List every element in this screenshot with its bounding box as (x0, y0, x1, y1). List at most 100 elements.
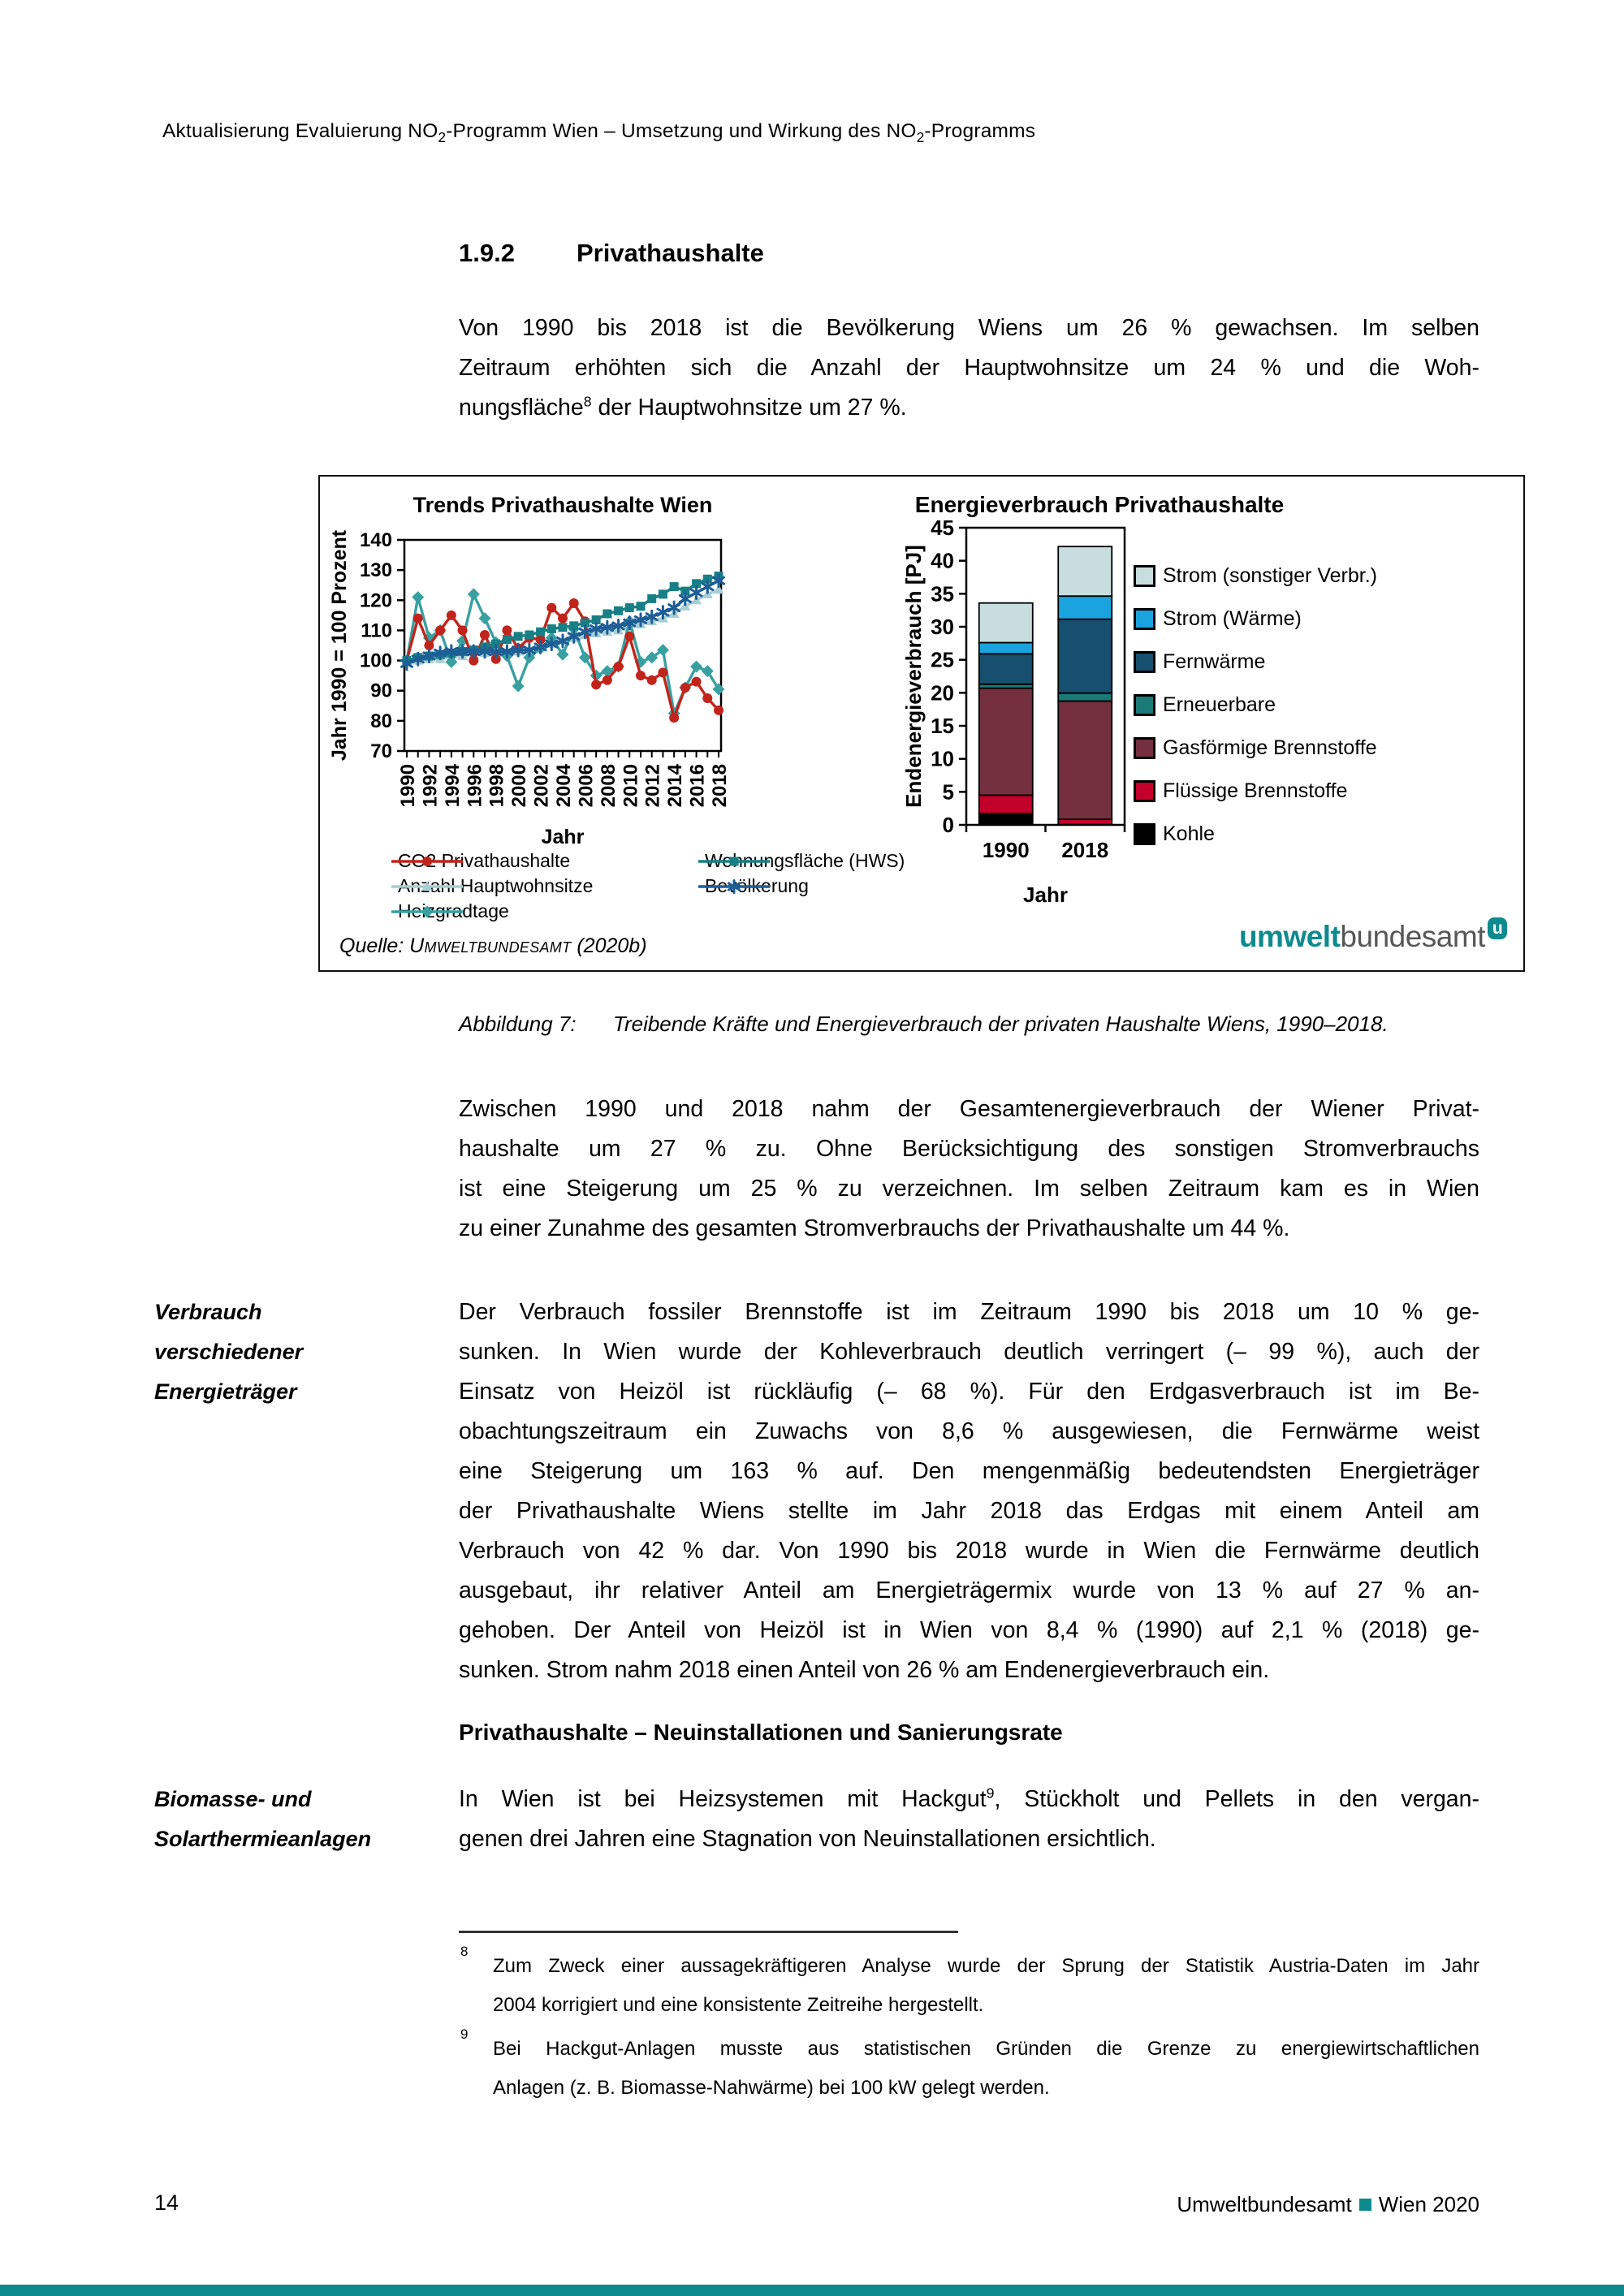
source-prefix: Quelle: (339, 934, 410, 957)
svg-text:Endenergieverbrauch [PJ]: Endenergieverbrauch [PJ] (901, 545, 926, 808)
text-line: Biomasse- und (154, 1787, 312, 1811)
line-chart-legend: CO2 Privathaushalte Anzahl Hauptwohnsitze… (390, 848, 965, 924)
figure-caption: Abbildung 7: Treibende Kräfte und Energie… (459, 1012, 1514, 1037)
svg-text:2018: 2018 (1061, 838, 1108, 862)
svg-text:2018: 2018 (709, 764, 731, 807)
svg-text:Jahr: Jahr (542, 826, 585, 848)
svg-text:100: 100 (360, 650, 392, 672)
text-line: Zum Zweck einer aussagekräftigeren Analy… (493, 1955, 1479, 1977)
umweltbundesamt-logo: umweltbundesamt u (1239, 917, 1507, 954)
line-legend-item: Wohnungsfläche (HWS) (697, 848, 965, 874)
svg-text:2012: 2012 (642, 764, 664, 807)
svg-text:2008: 2008 (598, 764, 620, 807)
text-line: genen drei Jahren eine Stagnation von Ne… (459, 1826, 1156, 1852)
margin-note-energietraeger: Verbrauch verschiedener Energieträger (154, 1293, 447, 1412)
svg-text:140: 140 (360, 529, 392, 551)
svg-text:10: 10 (931, 747, 954, 771)
svg-text:Jahr: Jahr (1023, 883, 1068, 907)
section-number: 1.9.2 (459, 239, 515, 267)
paragraph-biomasse: In Wien ist bei Heizsystemen mit Hackgut… (459, 1780, 1479, 1859)
margin-note-biomasse: Biomasse- und Solarthermieanlagen (154, 1780, 447, 1859)
line-legend-sample-icon (698, 857, 770, 865)
bar-legend-label: Strom (sonstiger Verbr.) (1163, 564, 1377, 587)
bar-legend-label: Gasförmige Brennstoffe (1163, 736, 1377, 759)
svg-text:2002: 2002 (531, 764, 553, 807)
text-line: obachtungszeitraum ein Zuwachs von 8,6 %… (459, 1418, 1479, 1444)
bar-legend-swatch-icon (1134, 694, 1155, 716)
text-line: verschiedener (154, 1340, 304, 1364)
svg-text:2004: 2004 (553, 763, 575, 807)
bar-legend-item: Fernwärme (1134, 641, 1377, 684)
footer-square-icon (1358, 2199, 1371, 2211)
bar-legend-item: Kohle (1134, 813, 1377, 856)
text-line: zu einer Zunahme des gesamten Stromverbr… (459, 1215, 1290, 1241)
svg-text:1996: 1996 (464, 764, 486, 807)
bar-legend-label: Erneuerbare (1163, 693, 1276, 716)
bar-legend-swatch-icon (1134, 823, 1155, 845)
text-line: sunken. Strom nahm 2018 einen Anteil von… (459, 1657, 1270, 1683)
text-line: Verbrauch (154, 1300, 262, 1324)
svg-text:0: 0 (943, 813, 954, 837)
page-number: 14 (154, 2190, 179, 2215)
page-bottom-accent-bar (0, 2285, 1624, 2296)
footer-publisher: Umweltbundesamt Wien 2020 (1177, 2192, 1479, 2217)
svg-text:40: 40 (931, 549, 954, 573)
footnote-8-number: 8 (460, 1944, 469, 1959)
bar-legend-swatch-icon (1134, 737, 1155, 759)
svg-text:1990: 1990 (983, 838, 1030, 862)
footnote-divider (459, 1931, 958, 1933)
energy-bar-chart: Energieverbrauch Privathaushalte Endenerg… (901, 492, 1284, 907)
svg-text:Jahr 1990 = 100 Prozent: Jahr 1990 = 100 Prozent (328, 529, 351, 761)
text-line: ist eine Steigerung um 25 % zu verzeichn… (459, 1176, 1479, 1202)
text-line: 2004 korrigiert und eine konsistente Zei… (493, 1994, 984, 2016)
text-line: sunken. In Wien wurde der Kohleverbrauch… (459, 1339, 1479, 1365)
paragraph-intro: Von 1990 bis 2018 ist die Bevölkerung Wi… (459, 309, 1479, 428)
text-line: ausgebaut, ihr relativer Anteil am Energ… (459, 1577, 1479, 1603)
svg-text:2010: 2010 (620, 764, 641, 807)
footer-year: Wien 2020 (1378, 2192, 1479, 2216)
bar-legend-label: Kohle (1163, 822, 1215, 845)
footnote-8: 8 Zum Zweck einer aussagekräftigeren Ana… (460, 1944, 1482, 2025)
bar-legend-swatch-icon (1134, 651, 1155, 673)
svg-text:1998: 1998 (486, 764, 508, 807)
source-organisation: Umweltbundesamt (409, 934, 572, 957)
svg-text:90: 90 (370, 680, 392, 702)
text-line: Solarthermieanlagen (154, 1827, 372, 1851)
footnote-9-text: Bei Hackgut-Anlagen musste aus statistis… (493, 2030, 1479, 2108)
svg-text:5: 5 (943, 779, 954, 804)
line-legend-sample-icon (391, 905, 463, 917)
logo-part-bundesamt: bundesamt (1340, 920, 1485, 953)
running-head: Aktualisierung Evaluierung NO2-Programm … (162, 120, 1036, 145)
text-line: Zeitraum erhöhten sich die Anzahl der Ha… (459, 355, 1479, 381)
svg-text:2000: 2000 (508, 764, 530, 807)
svg-text:130: 130 (360, 559, 392, 581)
line-legend-sample-icon (391, 856, 463, 866)
svg-text:45: 45 (931, 516, 954, 540)
text-line: In Wien ist bei Heizsystemen mit Hackgut… (459, 1785, 1479, 1812)
svg-text:120: 120 (360, 589, 392, 611)
svg-text:80: 80 (370, 710, 392, 732)
svg-text:Energieverbrauch Privathaushal: Energieverbrauch Privathaushalte (915, 492, 1284, 517)
svg-text:30: 30 (931, 615, 954, 639)
line-legend-sample-icon (391, 881, 463, 891)
text-line: nungsfläche8 der Hauptwohnsitze um 27 %. (459, 393, 907, 421)
section-heading: 1.9.2 Privathaushalte (459, 239, 764, 268)
svg-text:35: 35 (931, 581, 954, 606)
svg-text:2014: 2014 (664, 763, 686, 807)
line-legend-sample-icon (698, 878, 770, 894)
subheading-neuinstallationen: Privathaushalte – Neuinstallationen und … (459, 1720, 1063, 1745)
footnote-8-text: Zum Zweck einer aussagekräftigeren Analy… (493, 1947, 1479, 2025)
text-line: Einsatz von Heizöl ist rückläufig (– 68 … (459, 1379, 1479, 1405)
svg-text:2016: 2016 (687, 764, 709, 807)
bar-legend-swatch-icon (1134, 608, 1155, 630)
figure-source: Quelle: Umweltbundesamt (2020b) (339, 934, 647, 958)
svg-text:1992: 1992 (419, 764, 441, 807)
text-line: Zwischen 1990 und 2018 nahm der Gesamten… (459, 1096, 1479, 1122)
line-legend-item: Anzahl Hauptwohnsitze (390, 874, 676, 899)
text-line: Von 1990 bis 2018 ist die Bevölkerung Wi… (459, 315, 1479, 341)
svg-text:2006: 2006 (575, 764, 597, 807)
bar-legend-label: Fernwärme (1163, 650, 1266, 673)
bar-legend-item: Flüssige Brennstoffe (1134, 770, 1377, 813)
caption-text: Treibende Kräfte und Energieverbrauch de… (613, 1012, 1389, 1036)
section-title: Privathaushalte (577, 239, 764, 267)
